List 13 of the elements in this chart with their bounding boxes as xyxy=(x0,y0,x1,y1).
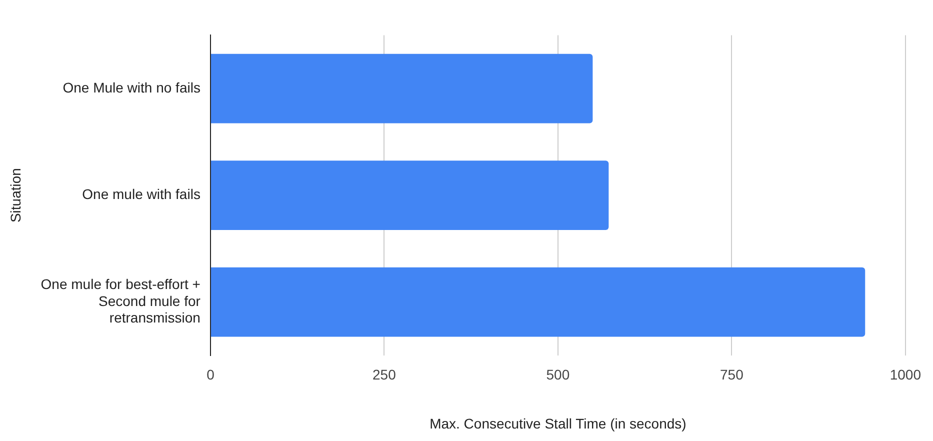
bar xyxy=(210,267,866,337)
x-tick-label: 500 xyxy=(546,366,570,383)
x-tick-label: 750 xyxy=(720,366,744,383)
y-tick-label: One mule for best-effort + Second mule for retransmission xyxy=(40,276,201,326)
y-tick-label: One mule with fails xyxy=(82,186,200,202)
x-axis-title: Max. Consecutive Stall Time (in seconds) xyxy=(430,415,686,432)
y-tick-label: One Mule with no fails xyxy=(62,79,200,96)
bar xyxy=(210,160,609,230)
x-tick-label: 1000 xyxy=(890,366,922,383)
bar xyxy=(210,54,593,124)
y-axis-title: Situation xyxy=(7,168,24,223)
x-tick-label: 250 xyxy=(372,366,396,383)
x-tick-label: 0 xyxy=(206,366,215,383)
